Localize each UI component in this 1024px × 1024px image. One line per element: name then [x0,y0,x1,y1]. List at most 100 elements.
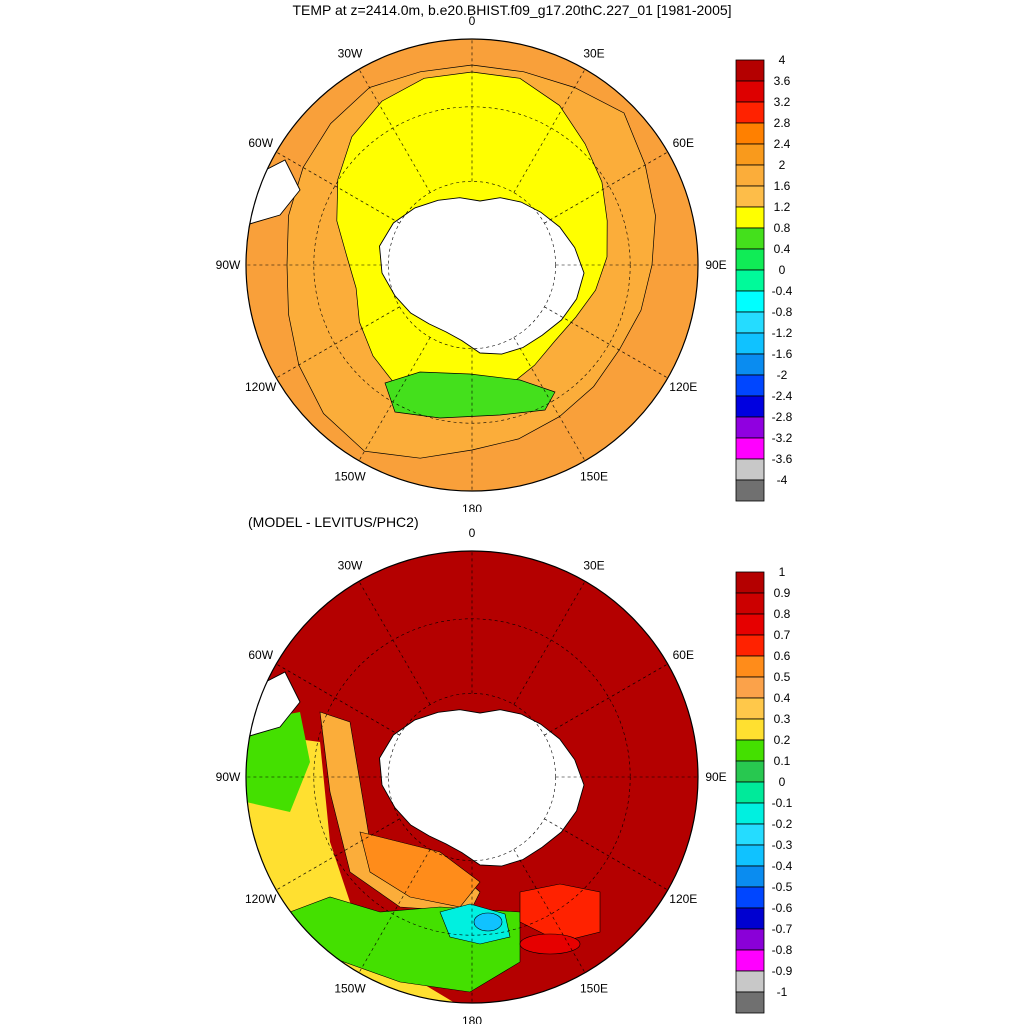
colorbar-swatch [735,80,765,103]
colorbar-tick-label: 0.6 [774,649,791,663]
colorbar: 1 0.9 0.8 0.7 0.6 0.5 0.4 0.3 0.2 0.1 0 -0.1 -0.2 -0.… [735,565,793,1014]
model-temperature-panel: 0 30E 60E 90E 120E 150E 180 150W 120W 90W 60W 30W 4 3… [216,14,793,512]
colorbar-swatch [735,718,765,741]
colorbar: 4 3.6 3.2 2.8 2.4 2 1.6 1.2 0.8 0.4 0 -0.4 -0.8 -1.2 -… [735,53,793,502]
colorbar-swatch [735,634,765,657]
colorbar-swatch [735,991,765,1014]
colorbar-swatch [735,416,765,439]
colorbar-swatch [735,739,765,762]
colorbar-swatch [735,206,765,229]
colorbar-swatch [735,185,765,208]
longitude-label: 120W [245,892,277,906]
colorbar-swatch [735,269,765,292]
colorbar-tick-label: -0.1 [772,796,793,810]
colorbar-swatch [735,458,765,481]
polar-map: 0 30E 60E 90E 120E 150E 180 150W 120W 90W 60W 30W 1 0… [216,526,793,1024]
colorbar-swatch [735,949,765,972]
colorbar-tick-label: -0.6 [772,901,793,915]
colorbar-tick-label: -4 [777,473,788,487]
colorbar-swatch [735,886,765,909]
colorbar-swatch [735,332,765,355]
longitude-label: 90W [216,770,241,784]
colorbar-tick-label: -0.8 [772,305,793,319]
model-minus-levitus-panel: 0 30E 60E 90E 120E 150E 180 150W 120W 90W 60W 30W 1 0… [0,512,1024,1024]
longitude-label: 30W [338,559,363,573]
colorbar-tick-label: -2.4 [772,389,793,403]
colorbar-swatch [735,479,765,502]
colorbar-tick-label: -0.8 [772,943,793,957]
longitude-label: 90E [705,258,726,272]
longitude-label: 90W [216,258,241,272]
colorbar-tick-label: 2.4 [774,137,791,151]
colorbar-tick-label: -3.6 [772,452,793,466]
colorbar-tick-label: 0.8 [774,221,791,235]
colorbar-tick-label: 3.6 [774,74,791,88]
colorbar-tick-label: 0.5 [774,670,791,684]
colorbar-tick-label: -0.3 [772,838,793,852]
colorbar-swatch [735,122,765,145]
longitude-label: 30W [338,47,363,61]
colorbar-swatch [735,781,765,804]
colorbar-swatch [735,59,765,82]
colorbar-swatch [735,823,765,846]
colorbar-tick-label: 1.6 [774,179,791,193]
colorbar-swatch [735,655,765,678]
colorbar-tick-label: -0.4 [772,284,793,298]
colorbar-swatch [735,290,765,313]
longitude-label: 60W [248,648,273,662]
graticule [246,39,698,491]
longitude-label: 30E [583,559,604,573]
colorbar-tick-label: 0.2 [774,733,791,747]
map-boundary [245,550,699,1004]
longitude-label: 150W [334,981,366,995]
colorbar-swatch [735,802,765,825]
colorbar-swatch [735,143,765,166]
colorbar-tick-label: 1.2 [774,200,791,214]
colorbar-tick-label: -1.6 [772,347,793,361]
longitude-label: 60E [673,136,694,150]
colorbar-swatch [735,865,765,888]
colorbar-tick-label: -0.4 [772,859,793,873]
colorbar-swatch [735,676,765,699]
colorbar-swatch [735,907,765,930]
longitude-label: 60E [673,648,694,662]
colorbar-tick-label: 3.2 [774,95,791,109]
antarctica-landmass [379,197,585,355]
longitude-label: 120E [669,380,697,394]
colorbar-swatch [735,353,765,376]
figure-title: TEMP at z=2414.0m, b.e20.BHIST.f09_g17.2… [292,2,732,18]
colorbar-tick-label: 0.1 [774,754,791,768]
longitude-label: 0 [469,526,476,540]
map-boundary [245,38,699,492]
colorbar-tick-label: 0.3 [774,712,791,726]
colorbar-swatch [735,928,765,951]
colorbar-swatch [735,248,765,271]
longitude-label: 120W [245,380,277,394]
colorbar-swatch [735,374,765,397]
longitude-label: 150E [580,469,608,483]
colorbar-swatch [735,227,765,250]
longitude-label: 0 [469,14,476,28]
colorbar-tick-label: 0.9 [774,586,791,600]
colorbar-tick-label: 0 [779,263,786,277]
longitude-label: 150E [580,981,608,995]
colorbar-tick-label: 2 [779,158,786,172]
colorbar-tick-label: -1 [777,985,788,999]
map-field [246,39,698,491]
colorbar-swatch [735,970,765,993]
longitude-label: 180 [462,502,482,512]
antarctica-landmass [379,709,585,867]
colorbar-tick-label: 0.7 [774,628,791,642]
colorbar-swatch [735,760,765,783]
colorbar-tick-label: -1.2 [772,326,793,340]
polar-map: 0 30E 60E 90E 120E 150E 180 150W 120W 90W 60W 30W 4 3… [216,14,793,512]
longitude-label: 180 [462,1014,482,1024]
colorbar-swatch [735,592,765,615]
colorbar-tick-label: 1 [779,565,786,579]
colorbar-tick-label: 0.8 [774,607,791,621]
map-field [246,551,698,1003]
colorbar-tick-label: -2 [777,368,788,382]
longitude-label: 60W [248,136,273,150]
longitude-label: 150W [334,469,366,483]
colorbar-tick-label: -0.5 [772,880,793,894]
